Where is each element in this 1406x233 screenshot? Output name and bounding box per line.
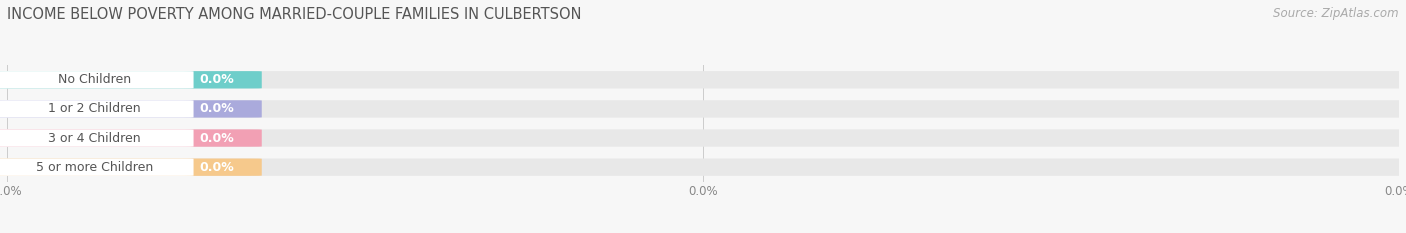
FancyBboxPatch shape — [0, 158, 194, 176]
Text: 5 or more Children: 5 or more Children — [37, 161, 153, 174]
FancyBboxPatch shape — [0, 158, 1406, 176]
FancyBboxPatch shape — [0, 71, 1406, 89]
FancyBboxPatch shape — [0, 129, 1406, 147]
Text: 0.0%: 0.0% — [200, 73, 233, 86]
Text: 0.0%: 0.0% — [200, 132, 233, 144]
FancyBboxPatch shape — [0, 71, 262, 89]
FancyBboxPatch shape — [0, 129, 194, 147]
FancyBboxPatch shape — [0, 100, 1406, 118]
Text: 1 or 2 Children: 1 or 2 Children — [48, 103, 141, 115]
Text: Source: ZipAtlas.com: Source: ZipAtlas.com — [1274, 7, 1399, 20]
Text: INCOME BELOW POVERTY AMONG MARRIED-COUPLE FAMILIES IN CULBERTSON: INCOME BELOW POVERTY AMONG MARRIED-COUPL… — [7, 7, 582, 22]
FancyBboxPatch shape — [0, 100, 262, 118]
FancyBboxPatch shape — [0, 158, 262, 176]
Text: 0.0%: 0.0% — [200, 161, 233, 174]
Text: 3 or 4 Children: 3 or 4 Children — [48, 132, 141, 144]
Text: 0.0%: 0.0% — [200, 103, 233, 115]
FancyBboxPatch shape — [0, 71, 194, 89]
Text: No Children: No Children — [58, 73, 131, 86]
FancyBboxPatch shape — [0, 129, 262, 147]
FancyBboxPatch shape — [0, 100, 194, 118]
